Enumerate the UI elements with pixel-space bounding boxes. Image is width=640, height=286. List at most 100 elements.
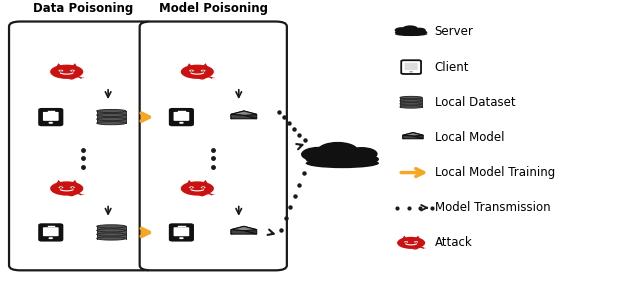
Text: Local Model: Local Model <box>435 131 504 144</box>
Polygon shape <box>400 98 422 101</box>
Polygon shape <box>413 133 423 139</box>
Ellipse shape <box>414 241 418 243</box>
Polygon shape <box>415 236 420 239</box>
Ellipse shape <box>97 122 126 125</box>
FancyBboxPatch shape <box>173 112 189 121</box>
Circle shape <box>395 27 408 33</box>
Circle shape <box>50 65 83 79</box>
Polygon shape <box>97 115 126 119</box>
Polygon shape <box>97 111 126 115</box>
Ellipse shape <box>97 110 126 113</box>
Ellipse shape <box>415 242 417 243</box>
Text: Attack: Attack <box>435 236 472 249</box>
FancyBboxPatch shape <box>401 60 421 74</box>
FancyBboxPatch shape <box>39 224 63 241</box>
FancyBboxPatch shape <box>404 63 418 70</box>
Polygon shape <box>211 194 216 195</box>
Ellipse shape <box>400 100 422 102</box>
Circle shape <box>180 181 214 196</box>
Polygon shape <box>400 104 422 107</box>
Polygon shape <box>231 114 257 119</box>
Ellipse shape <box>400 96 422 99</box>
FancyBboxPatch shape <box>43 227 59 236</box>
Ellipse shape <box>201 70 205 72</box>
Polygon shape <box>231 226 257 231</box>
Ellipse shape <box>191 187 193 188</box>
FancyBboxPatch shape <box>170 109 193 125</box>
Ellipse shape <box>97 237 126 240</box>
Ellipse shape <box>201 186 205 188</box>
FancyBboxPatch shape <box>43 112 59 121</box>
Polygon shape <box>81 77 85 78</box>
Ellipse shape <box>305 152 379 167</box>
Circle shape <box>179 237 184 239</box>
Circle shape <box>180 65 214 79</box>
Polygon shape <box>71 63 77 67</box>
Ellipse shape <box>59 186 63 188</box>
Text: Local Dataset: Local Dataset <box>435 96 515 109</box>
Polygon shape <box>202 63 208 67</box>
Ellipse shape <box>189 186 194 188</box>
Ellipse shape <box>202 70 204 72</box>
Ellipse shape <box>400 103 422 105</box>
Circle shape <box>49 122 53 124</box>
Polygon shape <box>187 180 193 184</box>
Polygon shape <box>56 180 62 184</box>
FancyBboxPatch shape <box>39 109 63 125</box>
Polygon shape <box>97 226 126 231</box>
Circle shape <box>50 181 83 196</box>
Text: Server: Server <box>435 25 474 38</box>
Ellipse shape <box>404 241 408 243</box>
Polygon shape <box>244 226 257 234</box>
Polygon shape <box>81 194 85 195</box>
Polygon shape <box>231 230 257 234</box>
Ellipse shape <box>72 187 74 188</box>
Ellipse shape <box>60 187 62 188</box>
Ellipse shape <box>405 242 407 243</box>
Circle shape <box>346 147 378 161</box>
FancyBboxPatch shape <box>173 227 189 236</box>
FancyBboxPatch shape <box>170 224 193 241</box>
Text: Model Transmission: Model Transmission <box>435 201 550 214</box>
Ellipse shape <box>70 70 75 72</box>
Circle shape <box>49 237 53 239</box>
Circle shape <box>317 142 358 160</box>
Polygon shape <box>211 77 216 78</box>
Polygon shape <box>403 236 407 239</box>
Polygon shape <box>244 111 257 119</box>
Ellipse shape <box>395 32 428 36</box>
Polygon shape <box>187 63 193 67</box>
Polygon shape <box>202 180 208 184</box>
Polygon shape <box>97 119 126 123</box>
Ellipse shape <box>400 106 422 108</box>
Ellipse shape <box>97 114 126 117</box>
Polygon shape <box>231 226 244 234</box>
Circle shape <box>413 28 426 33</box>
Ellipse shape <box>70 186 75 188</box>
Polygon shape <box>423 248 426 249</box>
Ellipse shape <box>395 29 428 36</box>
Ellipse shape <box>189 70 194 72</box>
Ellipse shape <box>59 70 63 72</box>
Ellipse shape <box>97 229 126 232</box>
Polygon shape <box>231 111 257 116</box>
Ellipse shape <box>72 70 74 72</box>
Ellipse shape <box>97 118 126 121</box>
Ellipse shape <box>305 158 379 168</box>
Ellipse shape <box>202 187 204 188</box>
Ellipse shape <box>97 225 126 228</box>
FancyBboxPatch shape <box>9 21 156 270</box>
Polygon shape <box>400 101 422 104</box>
Text: Model Poisoning: Model Poisoning <box>159 3 268 15</box>
Polygon shape <box>97 231 126 235</box>
Ellipse shape <box>191 70 193 72</box>
Polygon shape <box>97 235 126 239</box>
Polygon shape <box>403 133 413 139</box>
Circle shape <box>409 71 413 73</box>
Circle shape <box>301 147 336 162</box>
Circle shape <box>397 237 425 249</box>
Polygon shape <box>403 135 423 139</box>
FancyBboxPatch shape <box>140 21 287 270</box>
Ellipse shape <box>60 70 62 72</box>
Polygon shape <box>71 180 77 184</box>
